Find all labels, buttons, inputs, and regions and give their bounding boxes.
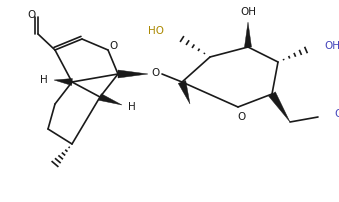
Text: H: H [128, 102, 136, 112]
Text: OH: OH [334, 109, 339, 119]
Text: H: H [40, 75, 48, 85]
Text: O: O [28, 10, 36, 20]
Text: O: O [151, 68, 159, 78]
Polygon shape [244, 22, 252, 47]
Polygon shape [268, 92, 290, 122]
Text: HO: HO [148, 26, 164, 36]
Polygon shape [99, 94, 122, 105]
Text: O: O [238, 112, 246, 122]
Text: O: O [109, 41, 117, 51]
Text: OH: OH [240, 7, 256, 17]
Polygon shape [54, 79, 73, 85]
Text: OH: OH [324, 41, 339, 51]
Polygon shape [178, 81, 190, 104]
Polygon shape [118, 70, 148, 78]
